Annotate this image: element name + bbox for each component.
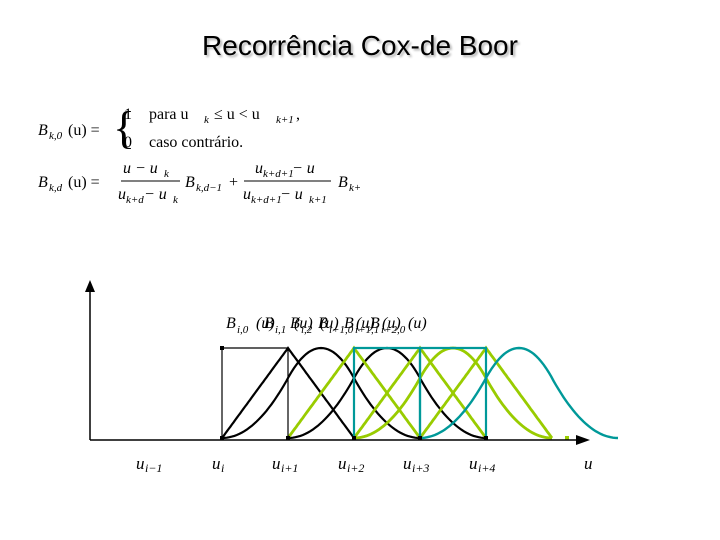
- formula-brace: {: [113, 102, 135, 153]
- frac2-den: u: [243, 186, 251, 203]
- knot-marker: [220, 436, 224, 440]
- overlap-label-arg: (u): [294, 315, 313, 332]
- frac2-den-sub1: k+d+1: [251, 194, 282, 206]
- overlap-label-base: B: [264, 315, 274, 332]
- frac2-den-sub2: k+1: [309, 194, 327, 206]
- formula-case1-cond-c: ≤ u < u: [214, 106, 260, 123]
- formula-case1-cond-b: k: [204, 114, 210, 126]
- knot-marker: [484, 436, 488, 440]
- knot-label-sub: i−1: [145, 461, 162, 475]
- formula-case1-cond-a: para u: [149, 106, 189, 123]
- frac2-den-mid: − u: [280, 186, 303, 203]
- formula-case1-val: 1: [124, 106, 132, 123]
- overlap-label-arg: (u): [408, 315, 427, 332]
- overlap-label-base: B: [344, 315, 354, 332]
- basis-curves: [220, 345, 619, 440]
- knot-marker: [352, 436, 356, 440]
- knot-marker: [418, 436, 422, 440]
- formula-plus: +: [229, 174, 238, 191]
- cox-de-boor-formula: B k,0 (u) = { 1 para u k ≤ u < u k+1 , 0…: [38, 102, 360, 206]
- knot-label-base: u: [272, 454, 281, 473]
- knot-label-sub: i+1: [281, 461, 298, 475]
- formula-lhs1-arg: (u) =: [68, 122, 100, 139]
- formula-lhs2-arg: (u) =: [68, 174, 100, 191]
- formula-term1-sub: k,d−1: [196, 182, 222, 194]
- formula-term2: B: [338, 174, 348, 191]
- overlap-label-arg: (u): [356, 315, 375, 332]
- plot-axes: [85, 280, 590, 445]
- overlap-label-sub: i,2: [301, 324, 313, 336]
- knot-label-base: u: [136, 454, 145, 473]
- frac1-den-sub1: k+d: [126, 194, 144, 206]
- knot-marker: [565, 436, 569, 440]
- frac1-den: u: [118, 186, 126, 203]
- overlap-label-base: B: [226, 315, 236, 332]
- knot-labels: u i−1 u i u i+1 u i+2 u i+3 u i+4 u: [136, 454, 593, 475]
- overlap-label-sub: i,1: [275, 324, 286, 336]
- frac2-num-sub: k+d+1: [263, 168, 294, 180]
- knot-label-base: u: [338, 454, 347, 473]
- y-axis-arrow-icon: [85, 280, 95, 292]
- formula-case2-cond: caso contrário.: [149, 134, 243, 151]
- overlap-label-sub: i+1,0: [329, 324, 354, 336]
- frac1-den-mid: − u: [144, 186, 167, 203]
- overlap-label-sub: i+1,1: [355, 324, 379, 336]
- knot-label-base: u: [403, 454, 412, 473]
- formula-case2-val: 0: [124, 134, 132, 151]
- knot-marker: [220, 346, 224, 350]
- overlap-label-base: B: [370, 315, 380, 332]
- x-axis-arrow-icon: [576, 435, 590, 445]
- frac2-num: u: [255, 160, 263, 177]
- overlap-label-sub: i,0: [237, 324, 249, 336]
- overlap-label-sub: i+2,0: [381, 324, 406, 336]
- axis-variable-label: u: [584, 454, 593, 473]
- formula-lhs2-sub: k,d: [49, 182, 63, 194]
- basis-curve-i+3-2-teal: [419, 346, 619, 440]
- overlap-label-arg: (u): [256, 315, 275, 332]
- basis-box-i-0: [221, 347, 289, 438]
- formula-term2-sub: k+1,d−1: [349, 182, 360, 194]
- formula-term1: B: [185, 174, 195, 191]
- formula-case1-cond-d: k+1: [276, 114, 294, 126]
- formula-lhs1-sub: k,0: [49, 130, 63, 142]
- formula-case1-cond-e: ,: [296, 106, 300, 123]
- knot-label-sub: i+3: [412, 461, 429, 475]
- formula-lhs1: B: [38, 122, 48, 139]
- knot-marker: [286, 436, 290, 440]
- frac1-num: u − u: [123, 160, 158, 177]
- frac2-num-mid: − u: [292, 160, 315, 177]
- overlap-label-arg: (u): [320, 315, 339, 332]
- frac1-den-sub2: k: [173, 194, 179, 206]
- knot-label-base: u: [469, 454, 478, 473]
- overlap-label-base: B: [318, 315, 328, 332]
- slide-title: Recorrência Cox-de Boor: [202, 30, 518, 61]
- frac1-num-sub: k: [164, 168, 170, 180]
- knot-label-sub: i: [221, 461, 224, 475]
- knot-label-sub: i+2: [347, 461, 364, 475]
- overlap-label-arg: (u): [382, 315, 401, 332]
- knot-label-base: u: [212, 454, 221, 473]
- overlap-label-base: B: [290, 315, 300, 332]
- knot-label-sub: i+4: [478, 461, 495, 475]
- formula-lhs2: B: [38, 174, 48, 191]
- basis-box-i+3-0: [418, 346, 488, 438]
